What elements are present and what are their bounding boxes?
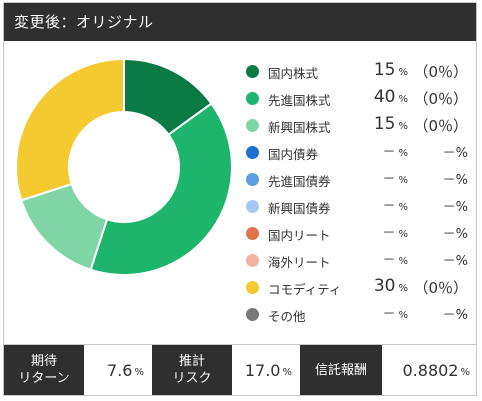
legend-label: その他 (268, 309, 306, 324)
legend-item: 新興国債券 －% －% (240, 194, 476, 220)
legend-label: コモディティ (268, 282, 342, 297)
fee-value: 0.8802% (402, 360, 471, 380)
legend-label: 国内株式 (268, 66, 319, 81)
legend-label: 先進国債券 (268, 174, 331, 189)
legend-change: （0％） (413, 117, 468, 135)
legend-swatch (246, 227, 259, 240)
legend-swatch (246, 254, 259, 267)
legend-change: （0％） (413, 279, 468, 297)
legend-label: 国内債券 (268, 147, 319, 162)
legend-change: －% (442, 254, 468, 269)
legend-value: －% (382, 172, 408, 187)
allocation-panel: 変更後：オリジナル 国内株式 15% （0％） 先進国株式 40% （0％） 新興国株式 15… (3, 2, 477, 396)
legend-value: 40% (373, 87, 408, 107)
legend-value: －% (382, 226, 408, 241)
legend-item: 国内リート －% －% (240, 221, 476, 247)
legend-value: －% (382, 253, 408, 268)
expected-return-label: 期待 リターン (4, 345, 84, 395)
legend-swatch (246, 92, 259, 105)
legend-value: －% (382, 307, 408, 322)
donut-slice-8 (15, 57, 125, 202)
legend-value: －% (382, 145, 408, 160)
donut-slice-1 (89, 102, 233, 276)
risk-label: 推計 リスク (152, 345, 232, 395)
legend-item: 新興国株式 15% （0％） (240, 113, 476, 139)
legend-label: 新興国株式 (268, 120, 331, 135)
fee-label: 信託報酬 (300, 345, 382, 395)
summary-bar: 期待 リターン 7.6% 推計 リスク 17.0% 信託報酬 0.8802% (4, 344, 476, 395)
legend-change: （0％） (413, 90, 468, 108)
legend-change: －% (442, 227, 468, 242)
legend-swatch (246, 200, 259, 213)
legend-item: 先進国株式 40% （0％） (240, 86, 476, 112)
legend-item: 国内株式 15% （0％） (240, 59, 476, 85)
legend-change: －% (442, 200, 468, 215)
donut-chart (15, 57, 233, 276)
legend-value: 15% (373, 60, 408, 80)
risk-value: 17.0% (244, 360, 292, 380)
legend-swatch (246, 146, 259, 159)
legend-swatch (246, 308, 259, 321)
legend-item: 海外リート －% －% (240, 248, 476, 274)
legend-value: 15% (373, 114, 408, 134)
legend-label: 新興国債券 (268, 201, 331, 216)
legend-swatch (246, 65, 259, 78)
legend-change: －% (442, 308, 468, 323)
legend-item: 国内債券 －% －% (240, 140, 476, 166)
legend-label: 国内リート (268, 228, 331, 243)
legend-value: －% (382, 199, 408, 214)
legend-swatch (246, 119, 259, 132)
panel-header: 変更後：オリジナル (4, 3, 476, 41)
legend-label: 海外リート (268, 255, 331, 270)
expected-return-value: 7.6% (107, 360, 144, 380)
legend-value: 30% (373, 276, 408, 296)
legend-swatch (246, 173, 259, 186)
legend-change: （0％） (413, 63, 468, 81)
legend-label: 先進国株式 (268, 93, 331, 108)
legend-change: －% (442, 146, 468, 161)
legend-swatch (246, 281, 259, 294)
legend-item: その他 －% －% (240, 302, 476, 328)
legend-change: －% (442, 173, 468, 188)
legend-item: 先進国債券 －% －% (240, 167, 476, 193)
legend-item: コモディティ 30% （0％） (240, 275, 476, 301)
